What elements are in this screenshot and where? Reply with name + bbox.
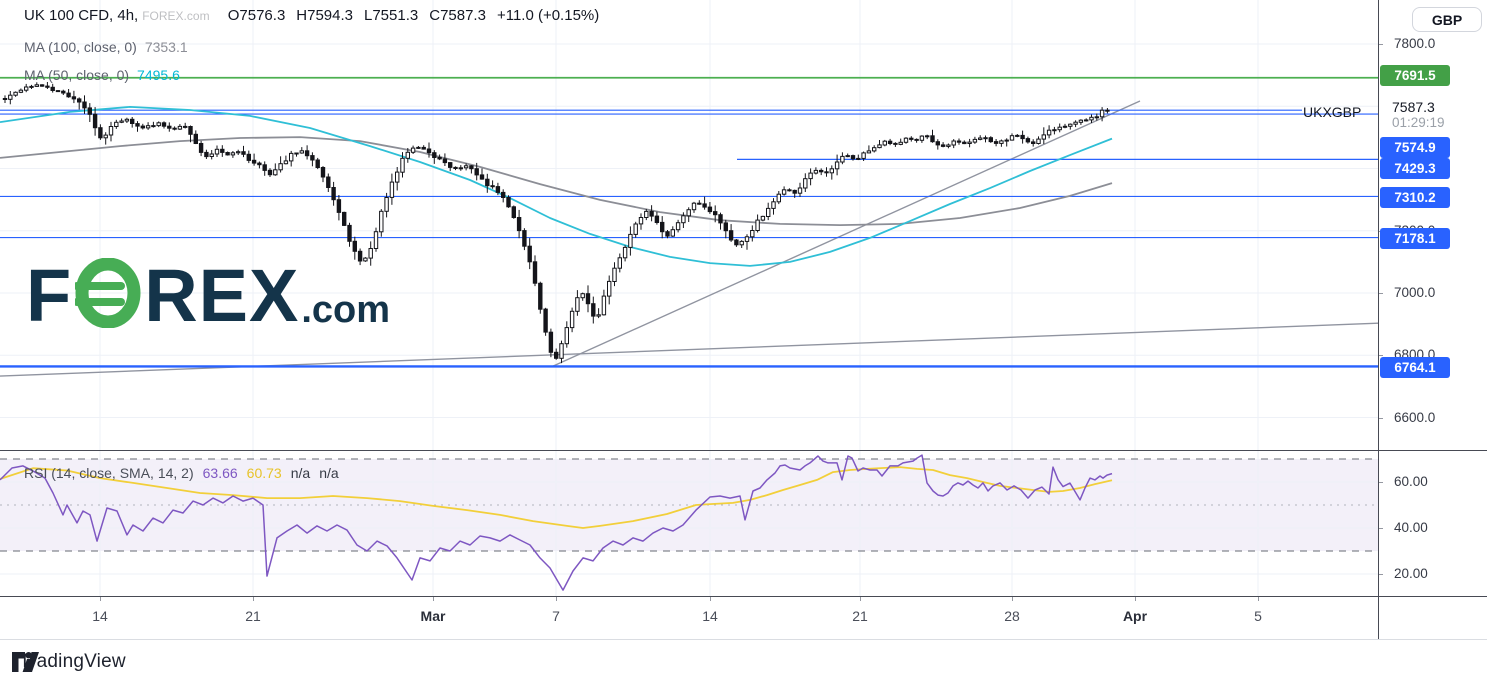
close-value: C7587.3 [429,7,486,24]
ma100-label: MA (100, close, 0) [24,39,137,55]
ma100-value: 7353.1 [144,39,188,55]
symbol-legend[interactable]: UK 100 CFD, 4h, FOREX.com O7576.3 H7594.3 L… [24,7,610,24]
axis-tick-mark [1378,482,1383,483]
time-axis-label: 5 [1254,608,1262,624]
time-tick-mark [1258,597,1259,601]
time-tick-mark [433,597,434,601]
time-axis-label: 21 [245,608,261,624]
price-level-badge: 7691.5 [1380,64,1450,86]
time-axis-label: Mar [420,608,446,624]
forex-o-icon [75,258,141,328]
axis-tick-mark [1378,528,1383,529]
open-value: O7576.3 [227,7,286,24]
price-pane[interactable] [0,0,1378,450]
price-axis-label: 20.00 [1394,566,1428,581]
last-price-label: 7587.3 01:29:19 [1392,100,1445,130]
footer-brand[interactable]: TradingView [12,651,126,673]
time-tick-mark [100,597,101,601]
time-axis-label: 14 [92,608,108,624]
bar-countdown: 01:29:19 [1392,115,1445,130]
price-axis-label: 7000.0 [1394,285,1436,300]
price-level-badge: 6764.1 [1380,356,1450,378]
axis-tick-mark [1378,355,1383,356]
time-tick-mark [710,597,711,601]
rsi-legend[interactable]: RSI (14, close, SMA, 14, 2) 63.66 60.73 n/a… [24,465,339,481]
forex-watermark: F REX .com [26,254,391,338]
price-axis-label: 6600.0 [1394,410,1436,425]
currency-button[interactable]: GBP [1412,7,1482,32]
time-tick-mark [253,597,254,601]
watermark-text-f: F [26,254,73,338]
time-tick-mark [556,597,557,601]
rsi-na1: n/a [290,465,311,481]
rsi-title: RSI (14, close, SMA, 14, 2) [24,465,194,481]
axis-tick-mark [1378,574,1383,575]
watermark-text-rex: REX [144,254,300,338]
time-axis-label: 14 [702,608,718,624]
axis-tick-mark [1378,418,1383,419]
price-level-badge: 7310.2 [1380,186,1450,208]
time-axis-label: Apr [1122,608,1148,624]
time-axis-label: 21 [852,608,868,624]
data-source-label: FOREX.com [142,9,210,23]
time-tick-mark [1012,597,1013,601]
time-axis-label: 28 [1004,608,1020,624]
last-price-value: 7587.3 [1392,99,1435,115]
price-axis[interactable]: GBP 7587.3 01:29:19 7800.07200.07000.068… [1378,0,1487,639]
pane-separator[interactable] [0,450,1487,451]
ohlc-values: O7576.3 H7594.3 L7551.3 C7587.3 +11.0 (+0.15… [228,7,611,24]
tradingview-label: TradingView [19,651,126,672]
price-level-badge: 7574.9 [1380,136,1450,158]
ma50-label: MA (50, close, 0) [24,67,130,83]
axis-separator [1378,0,1379,639]
time-axis[interactable]: 14 21 Mar 7 14 21 28 Apr 5 [0,597,1487,639]
ma50-value: 7495.6 [137,67,180,83]
price-axis-label: 60.00 [1394,474,1428,489]
price-level-badge: 7178.1 [1380,227,1450,249]
rsi-na2: n/a [319,465,339,481]
bottom-border [0,639,1487,640]
tradingview-logo-icon [12,652,39,672]
time-axis-separator [0,596,1487,597]
low-value: L7551.3 [364,7,419,24]
rsi-pane[interactable] [0,450,1378,596]
price-axis-label: 7800.0 [1394,36,1436,51]
time-axis-label: 7 [552,608,560,624]
rsi-signal-value: 60.73 [246,465,282,481]
price-level-badge: 7429.3 [1380,157,1450,179]
high-value: H7594.3 [296,7,353,24]
rsi-value: 63.66 [202,465,238,481]
symbol-title: UK 100 CFD, 4h, [24,7,139,24]
change-value: +11.0 (+0.15%) [496,7,600,24]
ma50-legend[interactable]: MA (50, close, 0) 7495.6 [24,67,180,83]
ma100-legend[interactable]: MA (100, close, 0) 7353.1 [24,39,188,55]
watermark-text-com: .com [301,288,391,331]
axis-tick-mark [1378,44,1383,45]
price-axis-label: 40.00 [1394,520,1428,535]
price-line-symbol-label: UKXGBP [1303,104,1362,120]
time-tick-mark [1135,597,1136,601]
axis-tick-mark [1378,293,1383,294]
time-tick-mark [860,597,861,601]
